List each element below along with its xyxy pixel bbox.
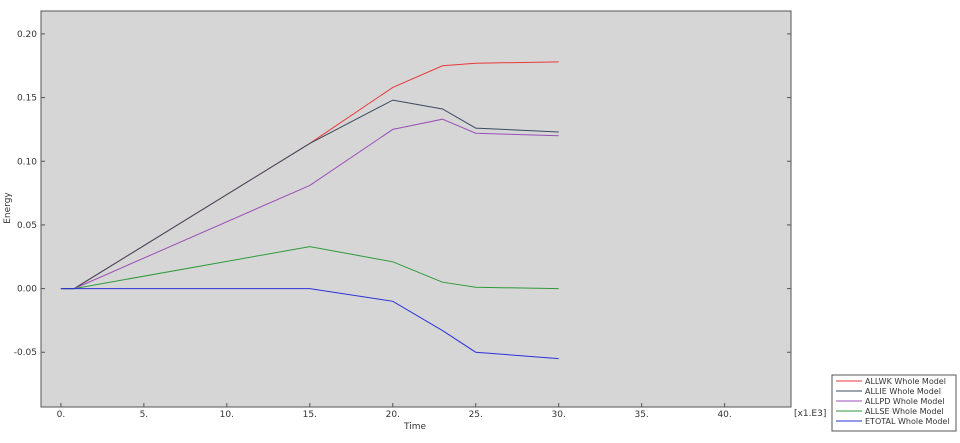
y-tick-label: -0.05	[14, 348, 37, 358]
series-line-etotal	[60, 288, 559, 360]
x-tick-label: 20.	[386, 410, 400, 420]
legend-label-etotal: ETOTAL Whole Model	[865, 417, 950, 426]
y-tick-label: 0.15	[17, 94, 37, 104]
legend-label-allse: ALLSE Whole Model	[865, 407, 944, 416]
x-axis: 0. 5. 10. 15. 20. 25. 30. 35. 40.	[57, 403, 732, 420]
y-tick-label: 0.10	[17, 157, 37, 167]
x-tick-label: 30.	[552, 410, 566, 420]
x-tick-label: 25.	[469, 410, 483, 420]
x-axis-multiplier: [x1.E3]	[794, 409, 826, 419]
y-tick-label: 0.00	[17, 285, 37, 295]
x-tick-label: 5.	[140, 410, 149, 420]
y-tick-label: 0.20	[17, 30, 37, 40]
y-axis: -0.05 0.00 0.05 0.10 0.15 0.20	[14, 30, 791, 358]
x-tick-label: 35.	[634, 410, 648, 420]
y-tick-label: 0.05	[17, 221, 37, 231]
plot-area	[40, 10, 792, 408]
series-layer	[60, 61, 559, 360]
x-tick-label: 0.	[57, 410, 66, 420]
legend-box	[831, 374, 957, 432]
legend-label-allpd: ALLPD Whole Model	[865, 397, 945, 406]
x-tick-label: 10.	[220, 410, 234, 420]
legend-label-allwk: ALLWK Whole Model	[865, 377, 946, 386]
x-tick-label: 15.	[303, 410, 317, 420]
y-axis-label: Energy	[3, 192, 13, 224]
x-tick-label: 40.	[717, 410, 731, 420]
x-axis-label: Time	[403, 422, 426, 432]
legend-label-allie: ALLIE Whole Model	[865, 387, 941, 396]
